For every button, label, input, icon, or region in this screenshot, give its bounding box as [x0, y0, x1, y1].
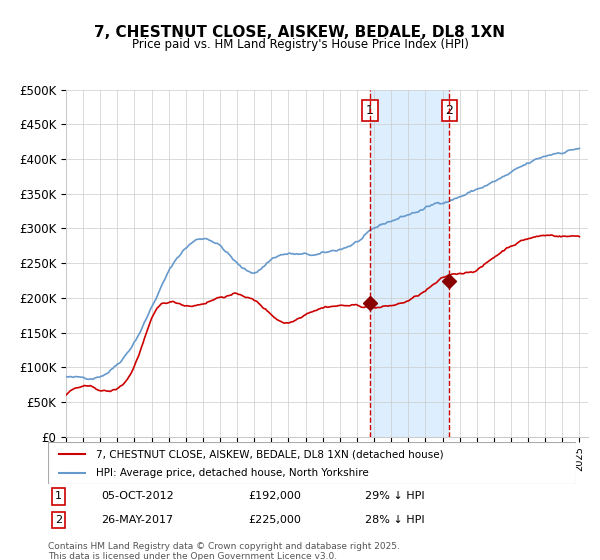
Text: 05-OCT-2012: 05-OCT-2012: [101, 492, 173, 501]
Text: HPI: Average price, detached house, North Yorkshire: HPI: Average price, detached house, Nort…: [95, 468, 368, 478]
Text: 2: 2: [55, 515, 62, 525]
Text: £225,000: £225,000: [248, 515, 302, 525]
Text: 26-MAY-2017: 26-MAY-2017: [101, 515, 173, 525]
Bar: [370, 90, 449, 437]
Text: 28% ↓ HPI: 28% ↓ HPI: [365, 515, 424, 525]
Text: Contains HM Land Registry data © Crown copyright and database right 2025.
This d: Contains HM Land Registry data © Crown c…: [48, 542, 400, 560]
Text: 7, CHESTNUT CLOSE, AISKEW, BEDALE, DL8 1XN: 7, CHESTNUT CLOSE, AISKEW, BEDALE, DL8 1…: [95, 25, 505, 40]
Text: 1: 1: [55, 492, 62, 501]
Text: 29% ↓ HPI: 29% ↓ HPI: [365, 492, 424, 501]
Text: £192,000: £192,000: [248, 492, 302, 501]
Text: 1: 1: [366, 104, 374, 117]
Text: 7, CHESTNUT CLOSE, AISKEW, BEDALE, DL8 1XN (detached house): 7, CHESTNUT CLOSE, AISKEW, BEDALE, DL8 1…: [95, 449, 443, 459]
FancyBboxPatch shape: [48, 442, 576, 484]
Text: Price paid vs. HM Land Registry's House Price Index (HPI): Price paid vs. HM Land Registry's House …: [131, 38, 469, 50]
Text: 2: 2: [445, 104, 454, 117]
